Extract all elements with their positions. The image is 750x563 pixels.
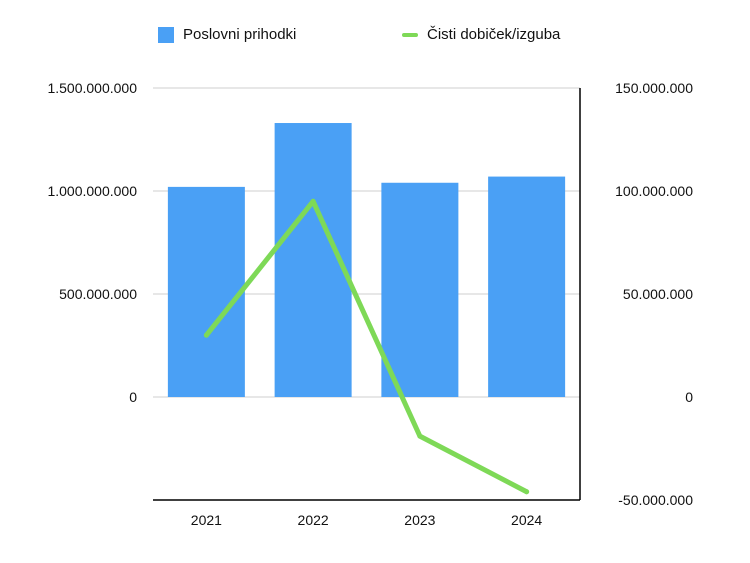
- right-tick-label: 0: [685, 389, 693, 405]
- right-tick-label: 50.000.000: [623, 286, 693, 302]
- tick-labels: 0 500.000.000 1.000.000.000 1.500.000.000 -5…: [47, 80, 693, 528]
- legend-label-net-profit: Čisti dobiček/izguba: [427, 26, 561, 43]
- right-tick-label: 100.000.000: [615, 183, 693, 199]
- left-tick-label: 500.000.000: [59, 286, 137, 302]
- right-tick-label: -50.000.000: [618, 492, 693, 508]
- bar-2023[interactable]: [381, 182, 459, 397]
- legend-item-revenue[interactable]: Poslovni prihodki: [158, 26, 296, 43]
- profit-line-path[interactable]: [203, 198, 530, 495]
- bar-2021[interactable]: [167, 186, 245, 397]
- legend-swatch-bar: [158, 26, 174, 43]
- bars: [167, 123, 566, 398]
- profit-point-2024[interactable]: [524, 489, 530, 495]
- legend-swatch-line: [402, 32, 418, 37]
- profit-point-2021[interactable]: [203, 332, 209, 338]
- x-tick-label-2023: 2023: [404, 512, 435, 528]
- left-tick-label: 0: [129, 389, 137, 405]
- left-tick-label: 1.500.000.000: [47, 80, 137, 96]
- right-tick-label: 150.000.000: [615, 80, 693, 96]
- left-tick-label: 1.000.000.000: [47, 183, 137, 199]
- x-tick-label-2024: 2024: [511, 512, 542, 528]
- bar-2024[interactable]: [488, 176, 566, 397]
- legend-item-net-profit[interactable]: Čisti dobiček/izguba: [402, 26, 560, 43]
- profit-line: [203, 198, 530, 495]
- x-tick-label-2021: 2021: [191, 512, 222, 528]
- profit-point-2022[interactable]: [310, 198, 316, 204]
- profit-point-2023[interactable]: [417, 433, 423, 439]
- legend-label-revenue: Poslovni prihodki: [183, 26, 297, 43]
- axes: [153, 88, 581, 501]
- x-tick-label-2022: 2022: [298, 512, 329, 528]
